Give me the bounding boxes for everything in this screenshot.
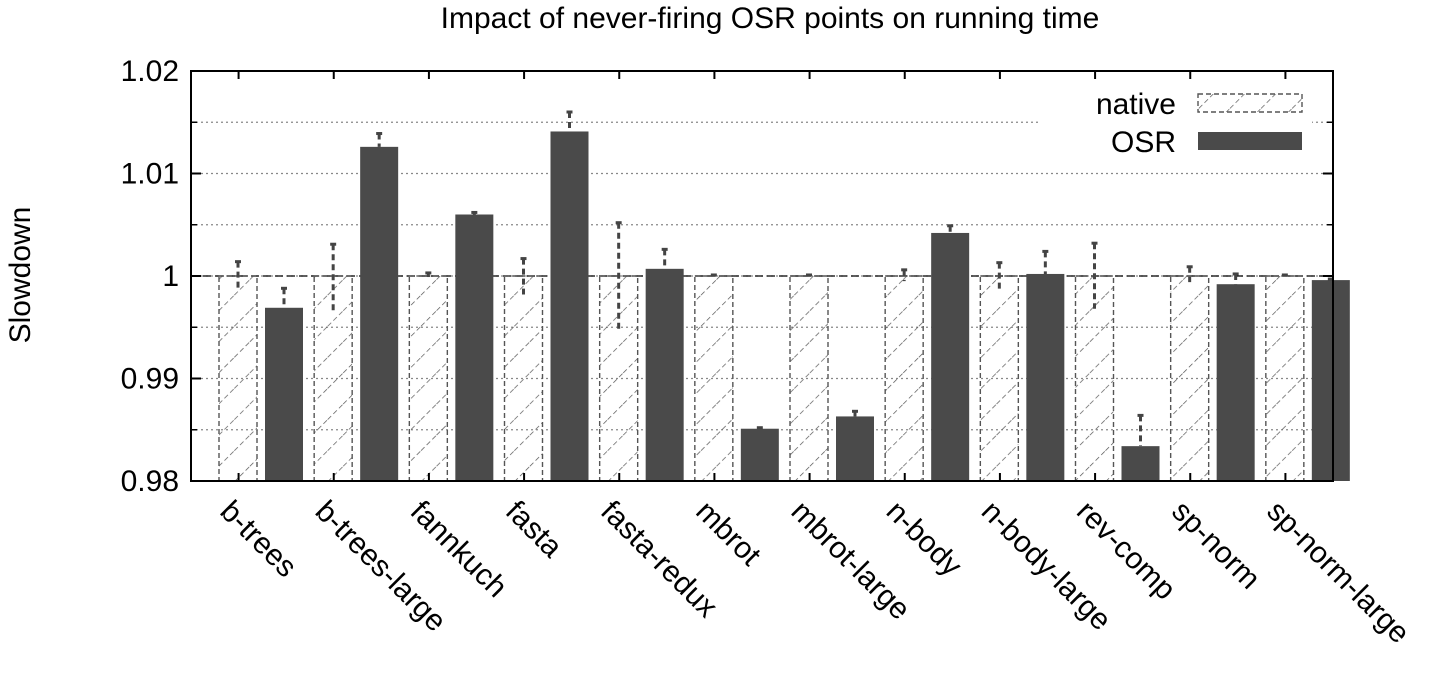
legend-label-native: native (1096, 88, 1176, 121)
y-tick-label: 0.98 (121, 465, 179, 498)
legend-swatch-native (1197, 93, 1303, 113)
y-axis-ticks: 0.98 0.99 1 1.01 1.02 (121, 55, 1333, 498)
x-tick-label-mbrot: mbrot (689, 495, 767, 573)
bar-osr-n-body (931, 232, 970, 481)
plot-frame (190, 70, 1334, 482)
bar-native-n-body-large (979, 275, 1020, 482)
y-tick-label: 1.01 (121, 158, 179, 191)
x-tick-label-fasta: fasta (499, 495, 569, 565)
x-tick-label-n-body: n-body (880, 495, 968, 583)
bar-native-fasta (503, 275, 544, 482)
x-tick-label-b-trees: b-trees (214, 495, 303, 584)
bar-native-b-trees (218, 275, 258, 482)
bar-osr-n-body-large (1026, 273, 1065, 481)
bar-native-n-body (884, 275, 924, 482)
bar-osr-mbrot-large (836, 416, 874, 481)
legend-label-osr: OSR (1111, 126, 1176, 159)
bar-native-sp-norm-large (1265, 275, 1305, 482)
bar-native-rev-comp (1074, 275, 1115, 482)
bar-osr-mbrot (740, 428, 779, 481)
bar-osr-b-trees-large (360, 146, 399, 481)
bar-native-mbrot (694, 275, 734, 482)
bar-osr-fasta (550, 131, 589, 481)
bar-native-fannkuch (408, 275, 449, 482)
y-tick-label: 0.99 (121, 363, 179, 396)
bar-osr-sp-norm (1216, 284, 1255, 481)
bar-native-mbrot-large (789, 275, 829, 482)
y-tick-label: 1.02 (121, 55, 179, 88)
y-tick-label: 1 (162, 260, 179, 293)
y-axis-label: Slowdown (4, 207, 37, 344)
bar-osr-fasta-redux (645, 268, 684, 481)
bar-osr-fannkuch (455, 214, 494, 481)
bar-osr-sp-norm-large (1311, 280, 1350, 481)
bar-osr-b-trees (265, 307, 303, 481)
bar-osr-rev-comp (1121, 446, 1160, 481)
legend-swatch-osr (1198, 132, 1302, 150)
chart-title: Impact of never-firing OSR points on run… (441, 2, 1100, 35)
x-tick-label-sp-norm-large: sp-norm-large (1260, 495, 1415, 650)
legend: native OSR (1040, 84, 1312, 160)
bars (218, 110, 1350, 482)
bar-native-sp-norm (1169, 275, 1210, 482)
